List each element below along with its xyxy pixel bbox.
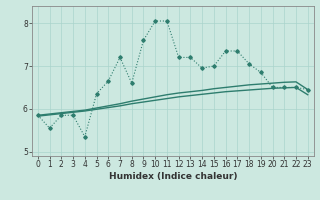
X-axis label: Humidex (Indice chaleur): Humidex (Indice chaleur) xyxy=(108,172,237,181)
